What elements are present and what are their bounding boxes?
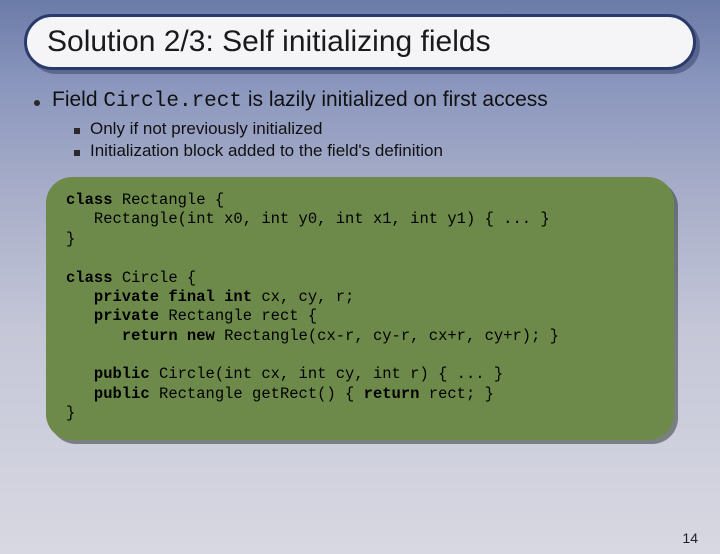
- sub-bullet-text: Initialization block added to the field'…: [90, 141, 443, 161]
- keyword: public: [94, 365, 150, 383]
- keyword: class: [66, 269, 113, 287]
- sub-bullet-list: Only if not previously initialized Initi…: [74, 119, 686, 161]
- code-line: Circle {: [113, 269, 197, 287]
- keyword: public: [94, 385, 150, 403]
- content-area: Field Circle.rect is lazily initialized …: [0, 70, 720, 440]
- title-frame: Solution 2/3: Self initializing fields: [24, 14, 696, 70]
- square-bullet-icon: [74, 128, 80, 134]
- code-line: [66, 327, 122, 345]
- list-item: Only if not previously initialized: [74, 119, 686, 139]
- code-line: [66, 307, 94, 325]
- code-line: [66, 365, 94, 383]
- keyword: class: [66, 191, 113, 209]
- page-number: 14: [682, 530, 698, 546]
- code-block: class Rectangle { Rectangle(int x0, int …: [46, 177, 674, 440]
- code-content: class Rectangle { Rectangle(int x0, int …: [66, 191, 654, 424]
- keyword: private: [94, 307, 159, 325]
- code-line: [66, 288, 94, 306]
- keyword: return: [364, 385, 420, 403]
- code-line: }: [66, 404, 75, 422]
- main-bullet: Field Circle.rect is lazily initialized …: [34, 88, 686, 113]
- slide-title: Solution 2/3: Self initializing fields: [47, 25, 673, 59]
- keyword: private final int: [94, 288, 252, 306]
- sub-bullet-text: Only if not previously initialized: [90, 119, 322, 139]
- keyword: return new: [122, 327, 215, 345]
- code-line: Rectangle {: [113, 191, 225, 209]
- bullet-suffix: is lazily initialized on first access: [242, 88, 548, 111]
- list-item: Initialization block added to the field'…: [74, 141, 686, 161]
- code-line: Rectangle getRect() {: [150, 385, 364, 403]
- code-line: rect; }: [419, 385, 493, 403]
- bullet-code-ref: Circle.rect: [103, 90, 242, 113]
- bullet-icon: [34, 100, 40, 106]
- code-line: Rectangle(int x0, int y0, int x1, int y1…: [66, 210, 550, 228]
- code-line: }: [66, 230, 75, 248]
- bullet-text: Field Circle.rect is lazily initialized …: [52, 88, 548, 113]
- square-bullet-icon: [74, 150, 80, 156]
- code-line: Circle(int cx, int cy, int r) { ... }: [150, 365, 503, 383]
- code-line: [66, 385, 94, 403]
- bullet-prefix: Field: [52, 88, 103, 111]
- code-line: cx, cy, r;: [252, 288, 354, 306]
- code-line: Rectangle(cx-r, cy-r, cx+r, cy+r); }: [215, 327, 559, 345]
- code-line: Rectangle rect {: [159, 307, 317, 325]
